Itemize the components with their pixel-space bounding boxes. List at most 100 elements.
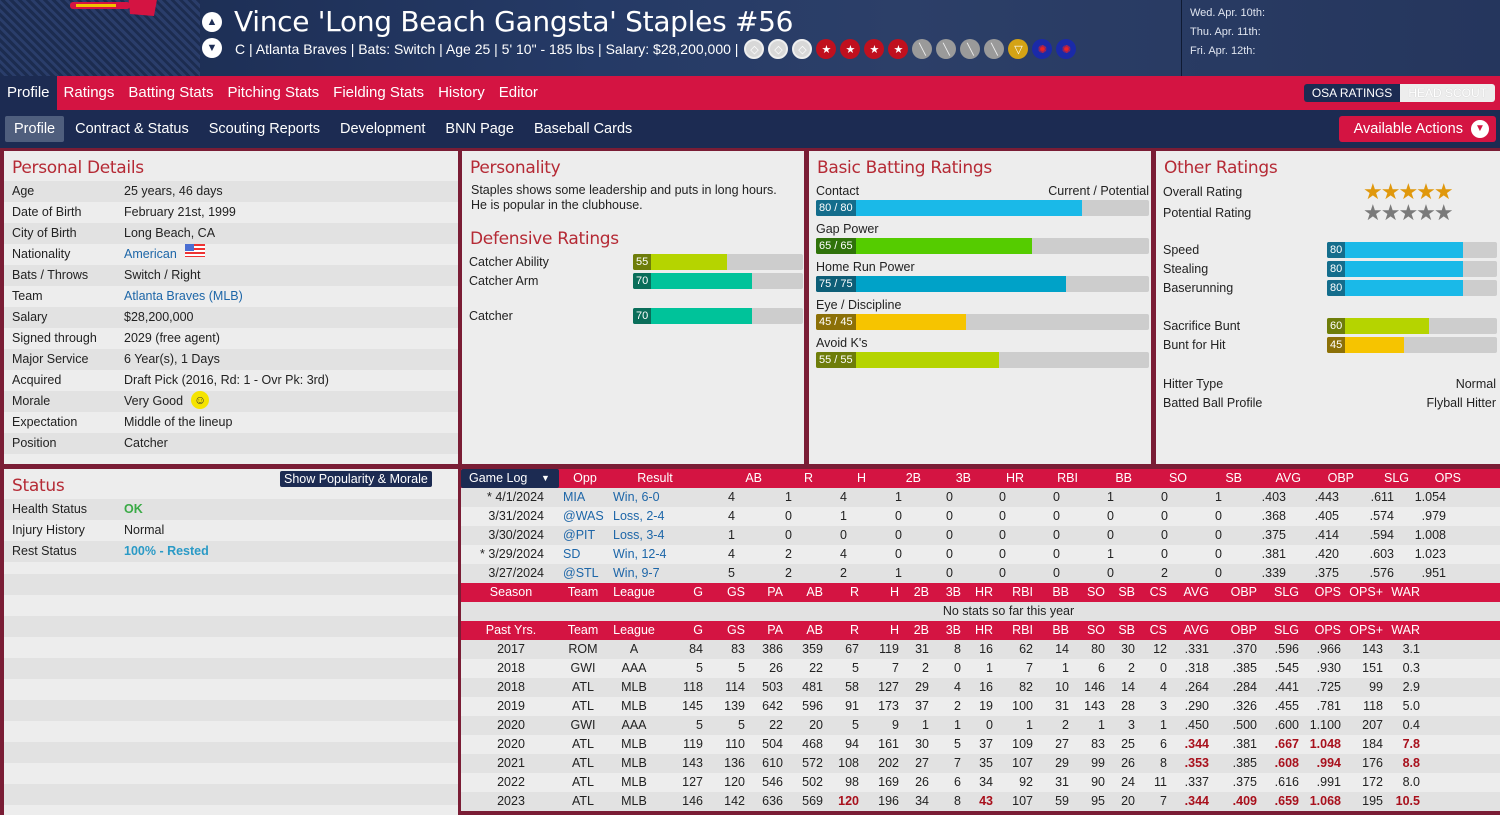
column-header[interactable]: OPS+ [1349, 585, 1383, 599]
column-header[interactable]: H [889, 585, 899, 599]
column-header[interactable]: SB [1225, 471, 1242, 485]
show-popularity-morale-button[interactable]: Show Popularity & Morale [280, 471, 432, 487]
column-header[interactable]: R [849, 585, 859, 599]
game-log-row[interactable]: 3/30/2024 @PIT Loss, 3-4 1 0 0 0 0 0 0 0 0 0 .375 .414… [461, 526, 1500, 545]
next-player-button[interactable]: ▼ [202, 38, 222, 58]
opponent-link[interactable]: @WAS [563, 509, 604, 523]
past-year-row[interactable]: 2022 ATL MLB 127 120 546 502 98 169 26 6 34 92 31 90 24… [461, 773, 1500, 792]
game-result-link[interactable]: Win, 6-0 [613, 490, 660, 504]
column-header[interactable]: OBP [1230, 585, 1257, 599]
head-scout-toggle[interactable]: HEAD SCOUT [1400, 84, 1495, 102]
subtab-baseball-cards[interactable]: Baseball Cards [533, 121, 633, 137]
column-header[interactable]: OPS [1434, 471, 1461, 485]
column-header[interactable]: League [613, 623, 655, 637]
column-header[interactable]: Team [567, 623, 599, 637]
column-header[interactable]: 3B [955, 471, 971, 485]
glove-badge-icon[interactable]: ▽ [1008, 39, 1029, 59]
column-header[interactable]: 2B [913, 585, 929, 599]
subtab-development[interactable]: Development [339, 121, 426, 137]
star-badge-icon[interactable]: ★ [816, 39, 837, 59]
column-header[interactable]: RBI [1012, 623, 1033, 637]
column-header[interactable]: RBI [1057, 471, 1078, 485]
column-header[interactable]: OBP [1327, 471, 1354, 485]
column-header[interactable]: SLG [1273, 585, 1299, 599]
column-header[interactable]: WAR [1391, 585, 1420, 599]
column-header[interactable]: Season [489, 585, 533, 599]
column-header[interactable]: BB [1115, 471, 1132, 485]
column-header[interactable]: Team [567, 585, 599, 599]
column-header[interactable]: RBI [1012, 585, 1033, 599]
column-header[interactable]: PA [767, 585, 783, 599]
opponent-link[interactable]: @PIT [563, 528, 596, 542]
opponent-link[interactable]: SD [563, 547, 581, 561]
game-result-link[interactable]: Win, 9-7 [613, 566, 660, 580]
column-header[interactable]: OPS [1314, 623, 1341, 637]
tab-fielding-stats[interactable]: Fielding Stats [333, 84, 425, 101]
column-header[interactable]: SB [1118, 623, 1135, 637]
past-year-row[interactable]: 2021 ATL MLB 143 136 610 572 108 202 27 7 35 107 29 99… [461, 754, 1500, 773]
game-log-selector[interactable]: Game Log ▼ [461, 469, 559, 488]
column-header[interactable]: AB [806, 585, 823, 599]
past-year-row[interactable]: 2020 GWI AAA 5 5 22 20 5 9 1 1 0 1 2 1 3 1 .450 .500 .600 1.… [461, 716, 1500, 735]
column-header[interactable]: AB [806, 623, 823, 637]
column-header[interactable]: SO [1086, 623, 1105, 637]
column-header[interactable]: Result [637, 471, 673, 485]
bat-badge-icon[interactable]: ╲ [912, 39, 933, 59]
diamond-badge-icon[interactable]: ◇ [792, 39, 813, 59]
game-result-link[interactable]: Loss, 3-4 [613, 528, 665, 542]
column-header[interactable]: PA [767, 623, 783, 637]
detail-value[interactable]: Atlanta Braves (MLB) [124, 289, 243, 303]
past-year-row[interactable]: 2019 ATL MLB 145 139 642 596 91 173 37 2 19 100 31 143… [461, 697, 1500, 716]
medal-badge-icon[interactable]: ✺ [1056, 39, 1077, 59]
past-year-row[interactable]: 2017 ROM A 84 83 386 359 67 119 31 8 16 62 14 80 30 12 .3… [461, 640, 1500, 659]
past-year-row[interactable]: 2018 ATL MLB 118 114 503 481 58 127 29 4 16 82 10 146 1… [461, 678, 1500, 697]
tab-editor[interactable]: Editor [498, 84, 538, 101]
available-actions-button[interactable]: Available Actions ▼ [1338, 116, 1496, 142]
tab-ratings[interactable]: Ratings [63, 84, 115, 101]
game-log-row[interactable]: 3/31/2024 @WAS Loss, 2-4 4 0 1 0 0 0 0 0 0 0 .368 .405… [461, 507, 1500, 526]
column-header[interactable]: 3B [945, 623, 961, 637]
opponent-link[interactable]: MIA [563, 490, 586, 504]
diamond-badge-icon[interactable]: ◇ [744, 39, 765, 59]
tab-profile[interactable]: Profile [0, 76, 57, 110]
column-header[interactable]: 2B [905, 471, 921, 485]
column-header[interactable]: BB [1052, 623, 1069, 637]
past-year-row[interactable]: 2018 GWI AAA 5 5 26 22 5 7 2 0 1 7 1 6 2 0 .318 .385 .545 .9… [461, 659, 1500, 678]
subtab-profile[interactable]: Profile [5, 116, 65, 142]
past-year-row[interactable]: 2023 ATL MLB 146 142 636 569 120 196 34 8 43 107 59 95… [461, 792, 1500, 811]
column-header[interactable]: HR [974, 623, 993, 637]
column-header[interactable]: H [856, 471, 866, 485]
column-header[interactable]: G [693, 623, 703, 637]
opponent-link[interactable]: @STL [563, 566, 599, 580]
column-header[interactable]: AVG [1275, 471, 1301, 485]
column-header[interactable]: OBP [1230, 623, 1257, 637]
column-header[interactable]: WAR [1391, 623, 1420, 637]
bat-badge-icon[interactable]: ╲ [984, 39, 1005, 59]
tab-pitching-stats[interactable]: Pitching Stats [227, 84, 320, 101]
tab-history[interactable]: History [438, 84, 485, 101]
column-header[interactable]: BB [1052, 585, 1069, 599]
column-header[interactable]: R [849, 623, 859, 637]
game-log-row[interactable]: * 3/29/2024 SD Win, 12-4 4 2 4 0 0 0 0 1 0 0 .381 .420… [461, 545, 1500, 564]
column-header[interactable]: AB [745, 471, 762, 485]
game-result-link[interactable]: Win, 12-4 [613, 547, 667, 561]
column-header[interactable]: AVG [1183, 623, 1209, 637]
column-header[interactable]: H [889, 623, 899, 637]
column-header[interactable]: AVG [1183, 585, 1209, 599]
column-header[interactable]: SB [1118, 585, 1135, 599]
bat-badge-icon[interactable]: ╲ [960, 39, 981, 59]
column-header[interactable]: HR [1005, 471, 1024, 485]
subtab-scouting-reports[interactable]: Scouting Reports [208, 121, 320, 137]
column-header[interactable]: OPS+ [1349, 623, 1383, 637]
tab-batting-stats[interactable]: Batting Stats [128, 84, 214, 101]
column-header[interactable]: CS [1149, 585, 1167, 599]
past-year-row[interactable]: 2020 ATL MLB 119 110 504 468 94 161 30 5 37 109 27 83 2… [461, 735, 1500, 754]
diamond-badge-icon[interactable]: ◇ [768, 39, 789, 59]
column-header[interactable]: CS [1149, 623, 1167, 637]
column-header[interactable]: 3B [945, 585, 961, 599]
column-header[interactable]: 2B [913, 623, 929, 637]
subtab-contract-status[interactable]: Contract & Status [75, 121, 189, 137]
medal-badge-icon[interactable]: ✺ [1032, 39, 1053, 59]
column-header[interactable]: OPS [1314, 585, 1341, 599]
game-log-row[interactable]: * 4/1/2024 MIA Win, 6-0 4 1 4 1 0 0 0 1 0 1 .403 .443.… [461, 488, 1500, 507]
